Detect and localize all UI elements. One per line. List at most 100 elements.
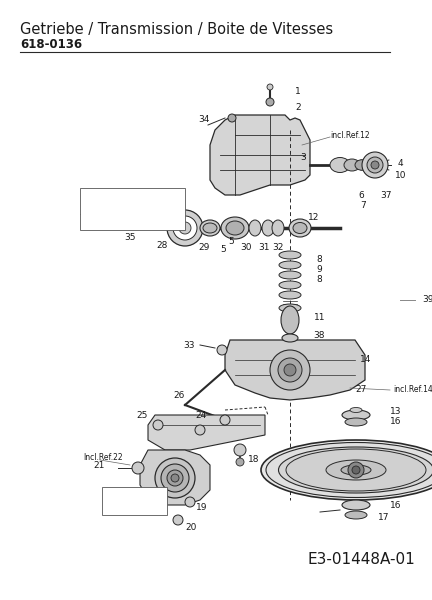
Polygon shape [210,115,310,195]
Ellipse shape [289,219,311,237]
Circle shape [173,515,183,525]
Circle shape [278,358,302,382]
Text: 9: 9 [316,265,322,275]
Text: Getriebe / Transmission / Boite de Vitesses: Getriebe / Transmission / Boite de Vites… [20,22,333,37]
Text: 5: 5 [220,245,226,254]
Bar [102,487,167,515]
Circle shape [179,222,191,234]
Ellipse shape [341,465,371,475]
Circle shape [367,157,383,173]
Text: 17: 17 [378,514,390,523]
Text: 11: 11 [314,313,325,323]
Circle shape [217,345,227,355]
Circle shape [270,350,310,390]
Circle shape [173,216,197,240]
Circle shape [132,462,144,474]
Circle shape [220,415,230,425]
Text: 3: 3 [300,154,306,163]
Text: 618-0136: 618-0136 [20,38,82,51]
Text: 29: 29 [198,244,210,253]
Ellipse shape [286,449,426,491]
Ellipse shape [326,460,386,480]
Circle shape [352,466,360,474]
Ellipse shape [345,418,367,426]
Text: 26: 26 [174,391,185,400]
Circle shape [348,462,364,478]
Text: 37: 37 [380,191,391,199]
Ellipse shape [344,159,360,171]
Ellipse shape [279,261,301,269]
Text: Incl.Ref.22: Incl.Ref.22 [83,452,123,461]
Text: 16: 16 [390,418,401,427]
Text: 27: 27 [355,385,366,395]
Text: 6: 6 [358,191,364,199]
Ellipse shape [279,447,432,493]
Ellipse shape [279,281,301,289]
Ellipse shape [262,220,274,236]
Text: 33: 33 [184,340,195,349]
Text: 31: 31 [258,244,270,253]
Ellipse shape [345,511,367,519]
Text: E3-01448A-01: E3-01448A-01 [307,553,415,568]
Circle shape [284,364,296,376]
Text: 20: 20 [185,523,197,533]
Text: 13: 13 [390,407,401,416]
Text: incl.Ref.12: incl.Ref.12 [330,130,370,139]
Ellipse shape [249,220,261,236]
Text: 30: 30 [240,244,251,253]
Circle shape [161,464,189,492]
Text: 8: 8 [316,275,322,284]
Circle shape [167,470,183,486]
Bar [80,188,185,230]
Text: 12: 12 [308,214,319,223]
Ellipse shape [293,223,307,233]
Text: 16: 16 [390,500,401,509]
Ellipse shape [261,440,432,500]
Circle shape [236,458,244,466]
Circle shape [266,98,274,106]
Circle shape [228,114,236,122]
Text: Stopfen / Plug / Bouchon: Stopfen / Plug / Bouchon [84,217,178,226]
Circle shape [234,444,246,456]
Text: 4: 4 [398,158,403,167]
Text: 10: 10 [395,170,407,179]
Text: 32: 32 [272,244,283,253]
Circle shape [155,458,195,498]
Ellipse shape [200,220,220,236]
Text: Needle Bearing: Needle Bearing [107,502,161,508]
Ellipse shape [342,500,370,510]
Circle shape [167,210,203,246]
Text: not shown: not shown [84,202,124,211]
Ellipse shape [266,443,432,497]
Ellipse shape [279,304,301,312]
Ellipse shape [355,160,369,170]
Circle shape [153,420,163,430]
Text: 5: 5 [228,238,234,247]
Ellipse shape [281,306,299,334]
Circle shape [185,497,195,507]
Text: 1: 1 [295,88,301,97]
Ellipse shape [226,221,244,235]
Text: 23: 23 [127,497,138,506]
Ellipse shape [282,334,298,342]
Circle shape [147,493,157,503]
Ellipse shape [350,407,362,413]
Ellipse shape [203,223,217,233]
Ellipse shape [221,217,249,239]
Circle shape [362,152,388,178]
Text: 7: 7 [360,200,366,209]
Text: 38: 38 [313,331,324,340]
Text: 14: 14 [360,355,372,364]
Polygon shape [225,340,365,400]
Circle shape [195,425,205,435]
Text: 18: 18 [248,455,260,464]
Text: 39: 39 [422,295,432,304]
Text: incl.Ref.14: incl.Ref.14 [393,385,432,395]
Ellipse shape [330,157,350,173]
Ellipse shape [279,271,301,279]
Ellipse shape [279,291,301,299]
Text: 21: 21 [94,461,105,469]
Ellipse shape [272,220,284,236]
Polygon shape [140,450,210,505]
Text: 19: 19 [196,503,207,512]
